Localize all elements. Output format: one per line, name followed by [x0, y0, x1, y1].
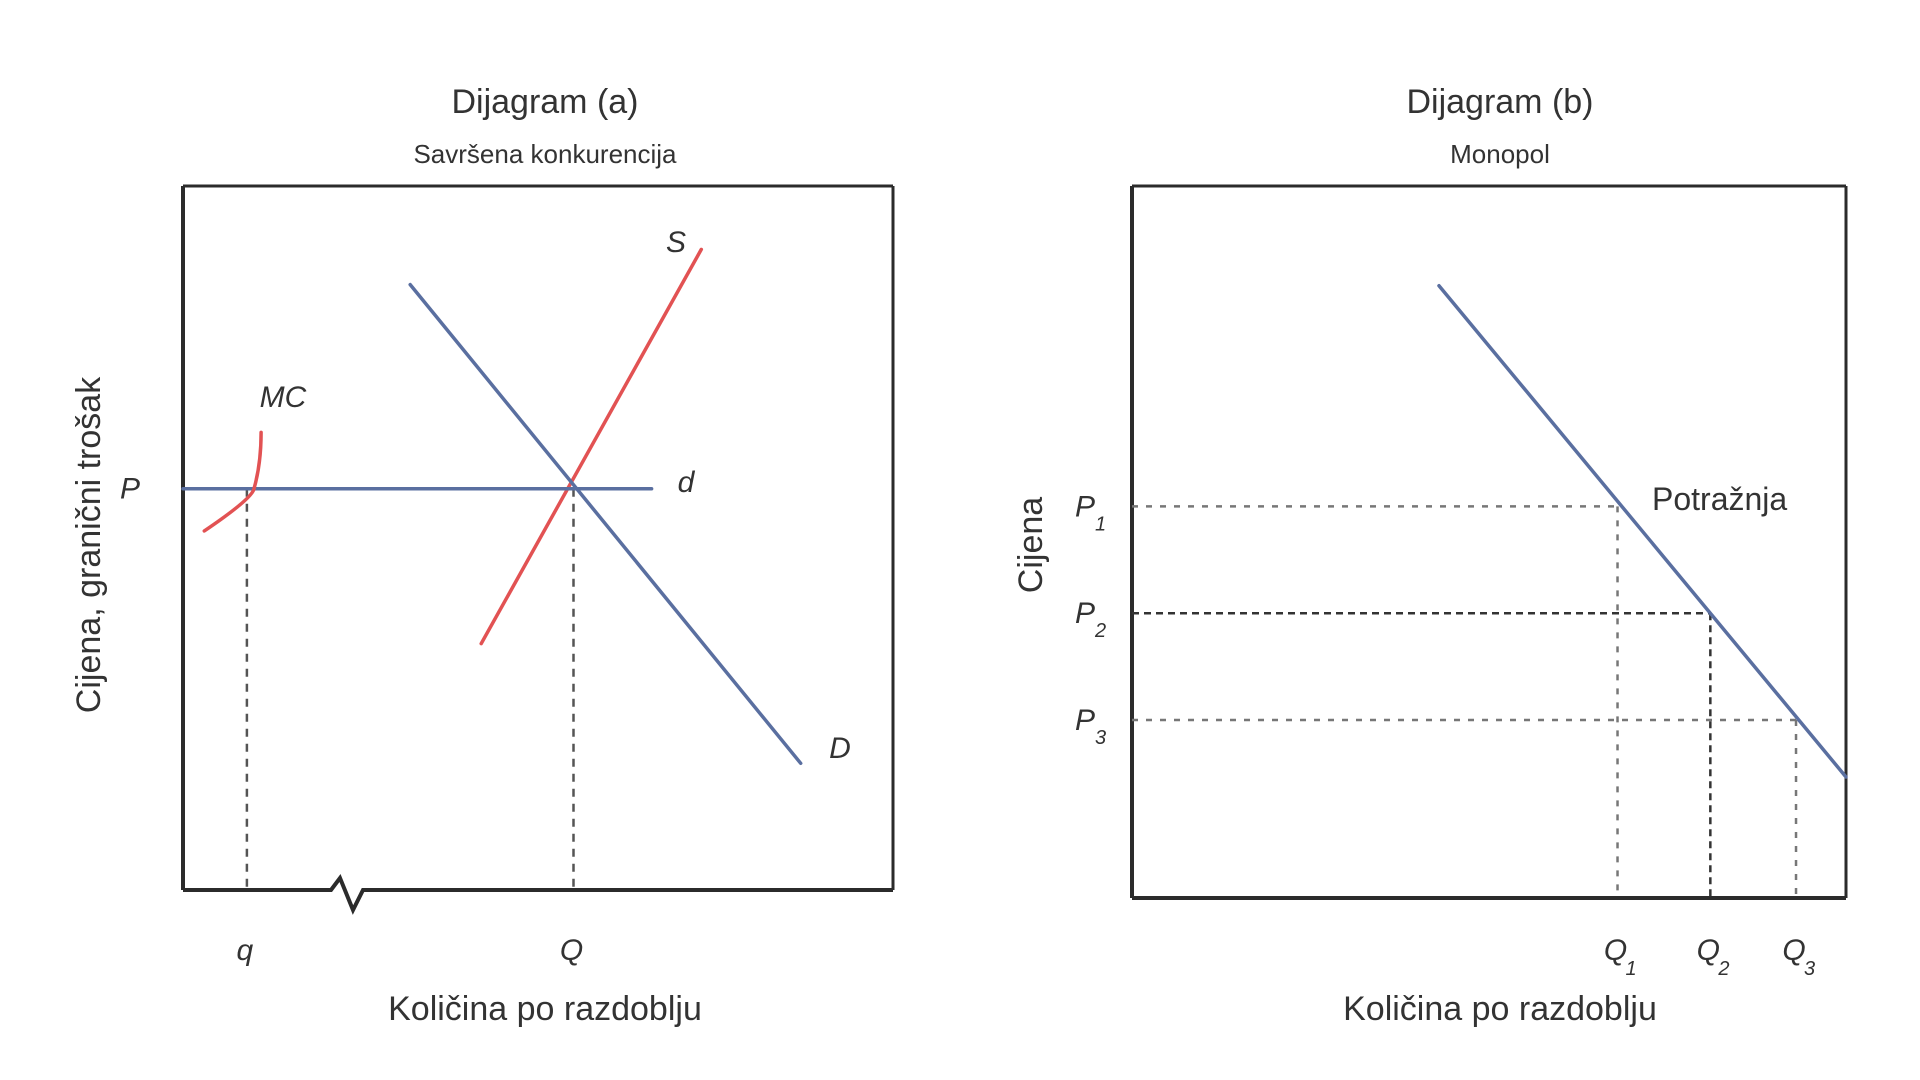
- series-line-mc: [202, 430, 263, 533]
- x-tick-subscript: 3: [1804, 958, 1815, 980]
- y-tick-label-3: P3: [1075, 704, 1106, 749]
- x-tick-label-3: Q3: [1782, 934, 1815, 980]
- x-tick-label-Q: Q: [560, 934, 583, 967]
- series-label-mc: MC: [260, 381, 307, 414]
- panel-b-y-axis-label: Cijena: [1012, 497, 1050, 593]
- y-tick-base: P: [1075, 597, 1095, 630]
- panel-a-title: Dijagram (a): [451, 83, 638, 121]
- y-tick-label-2: P2: [1075, 597, 1106, 642]
- panel-b-subtitle: Monopol: [1450, 139, 1550, 169]
- plot-area: [183, 186, 893, 890]
- x-tick-subscript: 1: [1626, 958, 1637, 980]
- series-label-d: D: [829, 732, 851, 765]
- x-tick-subscript: 2: [1717, 958, 1729, 980]
- x-axis-break: [183, 873, 893, 915]
- panel-b: Dijagram (b) Monopol Cijena Količina po …: [1012, 83, 1848, 1028]
- x-tick-label-q: q: [237, 934, 254, 967]
- series-label-s: S: [666, 226, 686, 259]
- y-tick-subscript: 2: [1094, 620, 1106, 642]
- panel-b-x-axis-label: Količina po razdoblju: [1343, 990, 1657, 1028]
- x-tick-base: Q: [1782, 934, 1805, 967]
- plot-area: [1132, 186, 1846, 898]
- series-line-demand: [1437, 283, 1848, 779]
- y-tick-base: P: [1075, 704, 1095, 737]
- panel-a: Dijagram (a) Savršena konkurencija Cijen…: [70, 83, 895, 1028]
- y-tick-subscript: 1: [1095, 513, 1106, 535]
- x-tick-base: Q: [1697, 934, 1720, 967]
- series-line-d: [408, 282, 803, 766]
- series-label-demand: Potražnja: [1652, 481, 1787, 517]
- panel-a-y-axis-label: Cijena, granični trošak: [70, 376, 108, 713]
- x-tick-label-2: Q2: [1697, 934, 1730, 980]
- panel-a-x-axis-label: Količina po razdoblju: [388, 990, 702, 1028]
- series-line-s: [479, 247, 704, 646]
- panel-a-subtitle: Savršena konkurencija: [413, 139, 677, 169]
- x-tick-label-1: Q1: [1604, 934, 1637, 980]
- y-tick-label-1: P1: [1075, 490, 1106, 535]
- y-tick-subscript: 3: [1095, 727, 1106, 749]
- y-tick-label: P: [120, 473, 140, 506]
- panel-b-title: Dijagram (b): [1406, 83, 1593, 121]
- y-tick-base: P: [1075, 490, 1095, 523]
- x-tick-base: Q: [1604, 934, 1627, 967]
- series-label-d: d: [678, 466, 696, 499]
